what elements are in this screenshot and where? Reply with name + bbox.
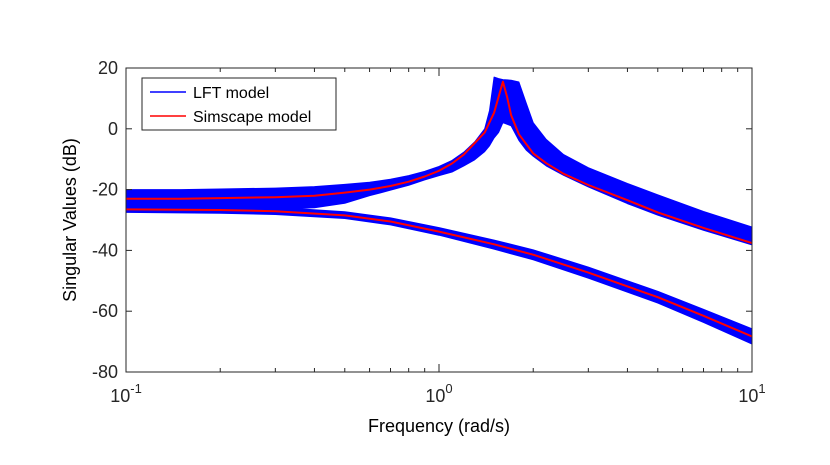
y-tick-label: -40 bbox=[92, 240, 118, 260]
legend-box bbox=[141, 77, 337, 131]
x-tick-label: 100 bbox=[425, 381, 452, 406]
simscape-model-line-2 bbox=[126, 208, 752, 338]
y-tick-label: -80 bbox=[92, 362, 118, 382]
data-layer bbox=[126, 76, 752, 345]
x-tick-label: 10-1 bbox=[110, 381, 142, 406]
y-tick-label: 20 bbox=[98, 58, 118, 78]
y-tick-label: 0 bbox=[108, 119, 118, 139]
legend-label-simscape-model: Simscape model bbox=[193, 109, 311, 126]
legend: LFT model Simscape model bbox=[141, 77, 337, 131]
lft-model-band-1 bbox=[126, 76, 752, 246]
y-tick-label: -60 bbox=[92, 301, 118, 321]
y-axis-label: Singular Values (dB) bbox=[60, 138, 80, 302]
y-tick-label: -20 bbox=[92, 180, 118, 200]
simscape-model-line-1 bbox=[126, 80, 752, 245]
x-axis-label: Frequency (rad/s) bbox=[368, 416, 510, 436]
legend-label-lft-model: LFT model bbox=[193, 85, 269, 102]
x-tick-label: 101 bbox=[738, 381, 765, 406]
lft-model-band-2 bbox=[126, 205, 752, 345]
